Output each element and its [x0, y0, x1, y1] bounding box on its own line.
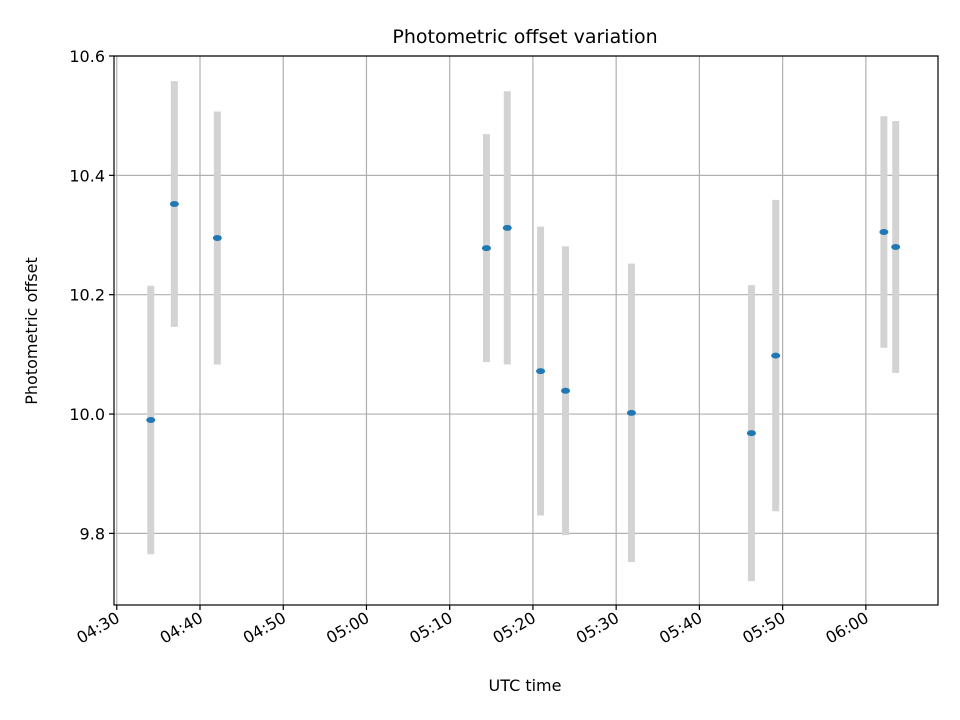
data-points	[146, 200, 901, 437]
y-tick-label: 10.0	[69, 405, 105, 424]
data-point	[891, 243, 901, 250]
y-axis-label: Photometric offset	[22, 257, 41, 405]
data-point	[771, 352, 781, 359]
data-point	[146, 417, 156, 424]
data-point	[626, 409, 636, 416]
data-point	[502, 224, 512, 231]
chart-title: Photometric offset variation	[392, 26, 657, 48]
y-tick-label: 10.4	[69, 166, 105, 185]
x-axis-label: UTC time	[489, 676, 562, 695]
y-tick-label: 10.2	[69, 286, 105, 305]
y-tick-label: 10.6	[69, 47, 105, 66]
data-point	[746, 430, 756, 437]
data-point	[212, 235, 222, 242]
y-tick-label: 9.8	[80, 524, 105, 543]
data-point	[169, 200, 179, 207]
plot-frame	[113, 55, 939, 606]
y-axis-ticks: 9.8 10.0 10.2 10.4 10.6	[69, 47, 114, 543]
data-point	[561, 387, 571, 394]
grid	[114, 55, 938, 605]
data-point	[536, 368, 546, 375]
data-point	[481, 245, 491, 252]
data-point	[879, 229, 889, 236]
